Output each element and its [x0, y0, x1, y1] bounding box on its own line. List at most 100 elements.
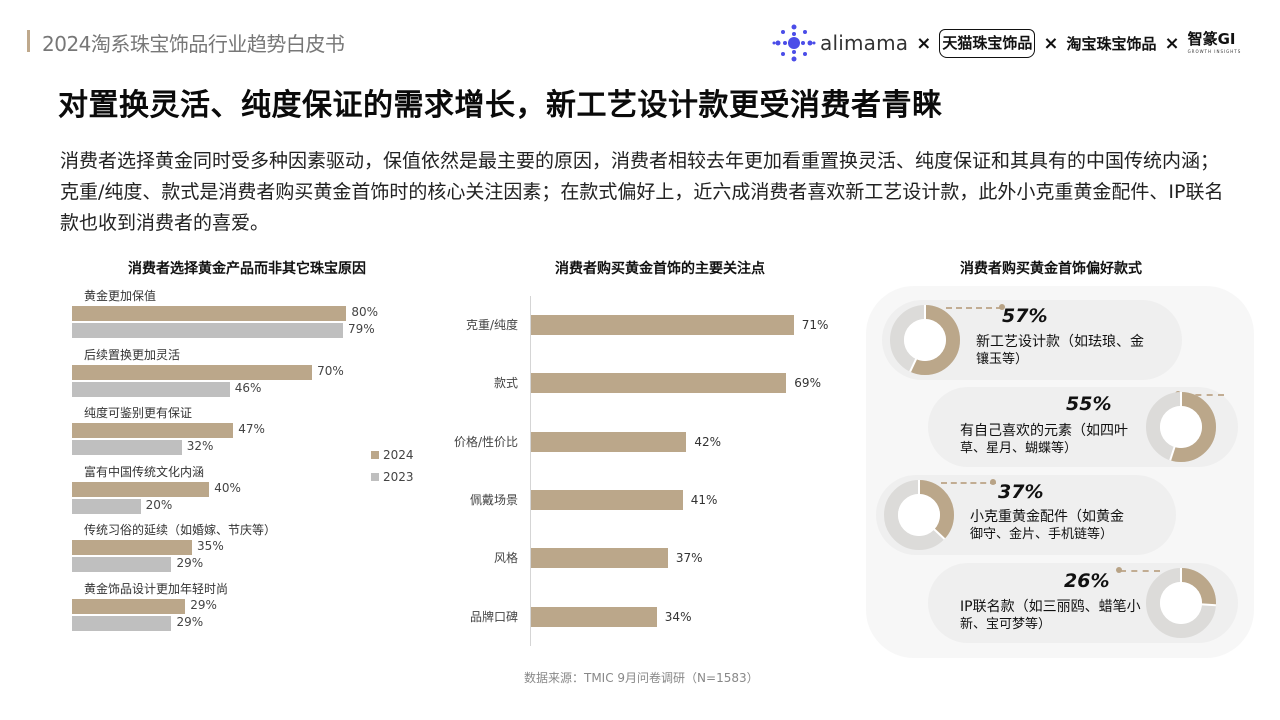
chart1-bar-row-2023: 29% — [72, 556, 432, 573]
chart1-group: 黄金饰品设计更加年轻时尚 29% 29% — [72, 579, 432, 638]
bar-2024 — [72, 540, 193, 555]
gi-logo: 智篆GI GROWTH INSIGHTS — [1187, 30, 1242, 55]
donut-chart — [884, 480, 954, 550]
alimama-network-icon — [772, 24, 816, 62]
chart2-category-label: 价格/性价比 — [453, 434, 518, 449]
leader-line — [1120, 570, 1160, 572]
bar-value-label: 29% — [190, 597, 217, 612]
leader-line — [941, 482, 996, 484]
chart2-row: 品牌口碑 34% — [440, 606, 860, 627]
separator-x: × — [1164, 32, 1180, 54]
chart2-bar — [531, 431, 687, 452]
chart1-group: 纯度可鉴别更有保证 47% 32% — [72, 403, 432, 462]
chart1-bar-row-2023: 79% — [72, 322, 432, 339]
header-accent-bar — [27, 30, 30, 52]
leader-dot — [999, 304, 1005, 310]
bar-value-label: 70% — [317, 363, 344, 378]
chart2-category-label: 风格 — [493, 551, 518, 566]
donut-chart — [1146, 568, 1216, 638]
chart1-category-label: 后续置换更加灵活 — [84, 347, 181, 362]
bar-value-label: 71% — [801, 318, 829, 332]
chart1-bar-row-2024: 35% — [72, 539, 432, 556]
bar-2023 — [72, 440, 182, 455]
donut-chart — [1146, 392, 1216, 462]
bar-2023 — [72, 615, 172, 631]
legend-item-2023: 2023 — [371, 466, 414, 488]
chart1-bar-row-2023: 46% — [72, 380, 432, 398]
bar-value-label: 29% — [176, 556, 204, 570]
bar-value-label: 34% — [664, 609, 692, 624]
taobao-jewelry-logo: 淘宝珠宝饰品 — [1066, 34, 1157, 53]
chart2-bar — [531, 548, 668, 569]
bar-value-label: 29% — [176, 614, 204, 629]
bar-2024 — [72, 306, 347, 321]
chart1-category-label: 黄金饰品设计更加年轻时尚 — [84, 581, 229, 596]
bar-value-label: 40% — [214, 480, 241, 495]
donut-description: 有自己喜欢的元素（如四叶 草、星月、蝴蝶等） — [960, 423, 1128, 456]
bar-2023 — [72, 381, 230, 397]
chart2-row: 价格/性价比 42% — [440, 431, 860, 452]
chart1-group: 后续置换更加灵活 70% 46% — [72, 345, 432, 404]
chart1-bar-row-2024: 47% — [72, 422, 432, 439]
legend-swatch-2023 — [371, 473, 379, 481]
donut-description: IP联名款（如三丽鸥、蜡笔小 新、宝可梦等） — [960, 599, 1141, 632]
partner-logos: alimama × 天猫珠宝饰品 × 淘宝珠宝饰品 × 智篆GI GROWTH … — [772, 18, 1241, 68]
bar-value-label: 20% — [145, 497, 173, 512]
bar-value-label: 46% — [234, 380, 262, 395]
tmall-jewelry-logo: 天猫珠宝饰品 — [939, 28, 1036, 58]
bar-2024 — [72, 481, 210, 497]
bar-value-label: 42% — [694, 434, 722, 449]
chart2-row: 佩戴场景 41% — [440, 489, 860, 510]
description-paragraph: 消费者选择黄金同时受多种因素驱动，保值依然是最主要的原因，消费者相较去年更加看重… — [60, 150, 1224, 234]
bar-value-label: 37% — [675, 551, 703, 566]
donut-chart — [890, 305, 960, 375]
bar-value-label: 41% — [690, 492, 718, 507]
leader-line — [1184, 394, 1224, 396]
bar-2023 — [72, 323, 343, 338]
chart1-bar-row-2024: 70% — [72, 363, 432, 381]
chart2-bar — [531, 489, 683, 510]
chart1-bar-row-2023: 29% — [72, 614, 432, 632]
chart3-title: 消费者购买黄金首饰偏好款式 — [960, 261, 1142, 277]
donut-percentage: 57% — [1002, 305, 1048, 327]
chart1-bars: 黄金更加保值 80% 79% 后续置换更加灵活 70% 46% 纯度可鉴别更有保证 47% 32… — [72, 286, 432, 637]
chart2-bar — [531, 606, 657, 627]
bar-value-label: 69% — [794, 376, 821, 391]
donut-percentage: 55% — [1066, 393, 1112, 415]
chart1-category-label: 富有中国传统文化内涵 — [84, 464, 205, 479]
chart1-category-label: 传统习俗的延续（如婚嫁、节庆等） — [84, 523, 277, 537]
separator-x: × — [916, 32, 932, 54]
chart2-category-label: 佩戴场景 — [469, 492, 518, 507]
chart2-title: 消费者购买黄金首饰的主要关注点 — [555, 261, 765, 277]
chart2-category-label: 品牌口碑 — [469, 609, 518, 624]
chart1-bar-row-2024: 80% — [72, 305, 432, 322]
leader-line — [946, 307, 1002, 309]
chart2-axis-line — [530, 296, 531, 646]
bar-value-label: 32% — [186, 439, 214, 453]
legend-swatch-2024 — [371, 451, 379, 459]
report-title: 2024淘系珠宝饰品行业趋势白皮书 — [42, 32, 345, 56]
chart1-bar-row-2024: 40% — [72, 480, 432, 498]
bar-value-label: 35% — [197, 539, 224, 553]
chart1-title: 消费者选择黄金产品而非其它珠宝原因 — [128, 261, 366, 277]
chart1-category-label: 黄金更加保值 — [84, 289, 157, 303]
bar-2023 — [72, 557, 172, 572]
chart1-bar-row-2023: 32% — [72, 439, 432, 456]
page-title: 对置换灵活、纯度保证的需求增长，新工艺设计款更受消费者青睐 — [58, 88, 943, 123]
chart1-group: 黄金更加保值 80% 79% — [72, 286, 432, 345]
chart1-bar-row-2023: 20% — [72, 497, 432, 515]
chart2-bar — [531, 315, 794, 335]
chart2-bars: 克重/纯度 71% 款式 69% 价格/性价比 42% 佩戴场景 41% 风格 37% 品牌口碑 34… — [440, 296, 860, 646]
chart2-category-label: 克重/纯度 — [465, 318, 518, 332]
chart1-legend: 2024 2023 — [371, 444, 414, 488]
chart1-category-label: 纯度可鉴别更有保证 — [84, 406, 193, 420]
chart1-bar-row-2024: 29% — [72, 597, 432, 615]
leader-dot — [1116, 567, 1122, 573]
bar-value-label: 79% — [347, 322, 375, 336]
chart2-category-label: 款式 — [493, 376, 518, 391]
donut-description: 新工艺设计款（如珐琅、金 镶玉等） — [976, 334, 1144, 367]
bar-2024 — [72, 423, 234, 438]
bar-value-label: 47% — [238, 422, 265, 436]
donut-description: 小克重黄金配件（如黄金 御守、金片、手机链等） — [970, 509, 1124, 542]
leader-dot — [990, 479, 996, 485]
